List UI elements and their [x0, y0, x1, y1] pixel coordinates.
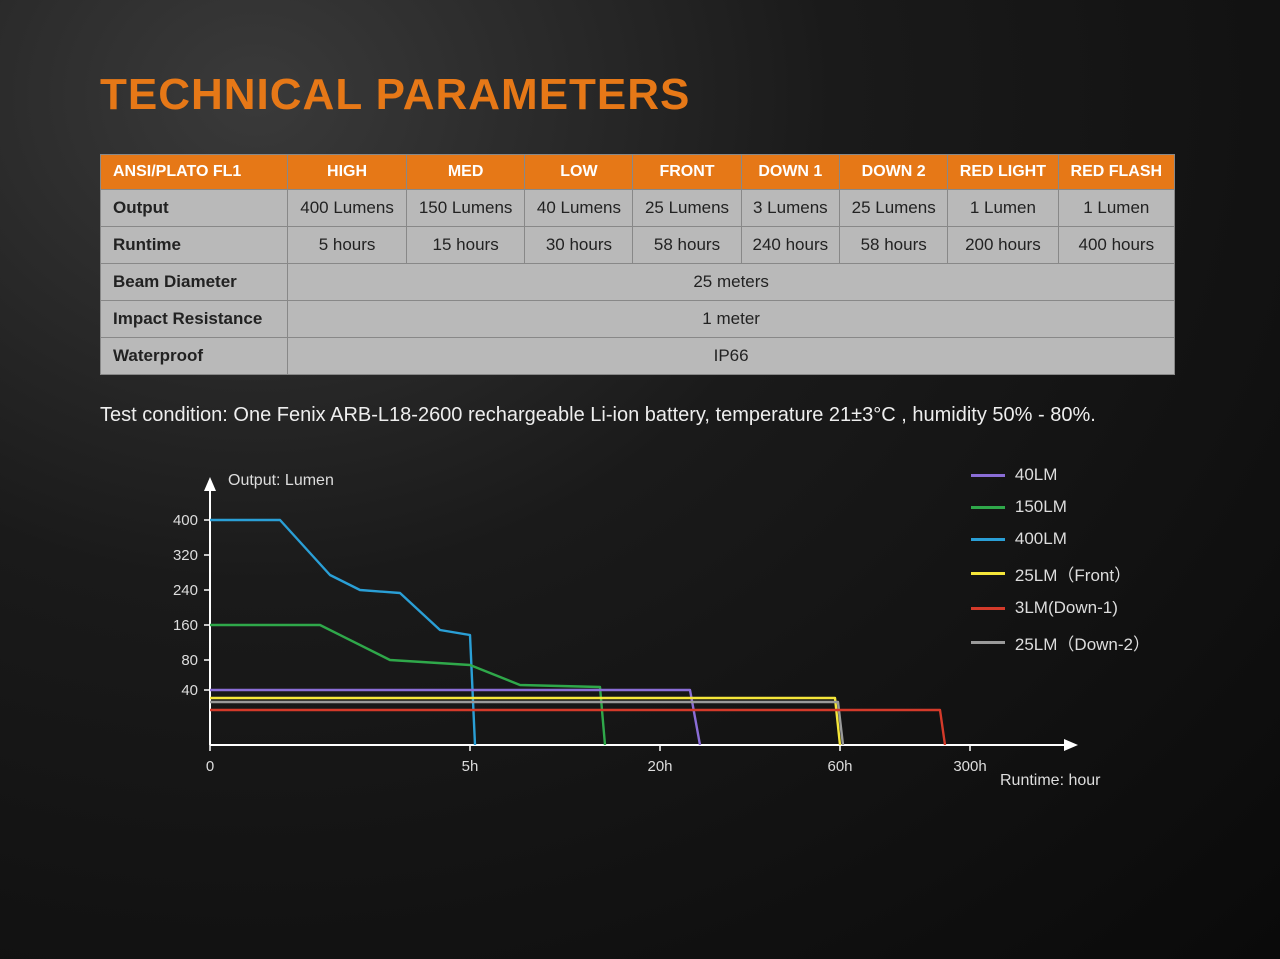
- legend-item: 400LM: [971, 529, 1150, 549]
- table-row-label: Impact Resistance: [101, 301, 288, 338]
- legend-swatch: [971, 641, 1005, 644]
- table-cell: 5 hours: [288, 227, 407, 264]
- table-cell: 40 Lumens: [525, 190, 633, 227]
- svg-text:0: 0: [206, 758, 214, 775]
- legend-label: 40LM: [1015, 465, 1058, 485]
- table-cell: 1 Lumen: [1058, 190, 1174, 227]
- table-col-0: HIGH: [288, 155, 407, 190]
- legend-swatch: [971, 506, 1005, 509]
- svg-text:40: 40: [181, 682, 198, 699]
- table-col-5: DOWN 2: [840, 155, 948, 190]
- legend-item: 150LM: [971, 497, 1150, 517]
- legend-item: 3LM(Down-1): [971, 598, 1150, 618]
- svg-text:Runtime: hour: Runtime: hour: [1000, 772, 1101, 789]
- svg-text:240: 240: [173, 582, 198, 599]
- legend-item: 40LM: [971, 465, 1150, 485]
- svg-text:60h: 60h: [827, 758, 852, 775]
- table-cell: 25 Lumens: [633, 190, 741, 227]
- test-condition-text: Test condition: One Fenix ARB-L18-2600 r…: [100, 397, 1100, 433]
- table-col-1: MED: [406, 155, 525, 190]
- legend-swatch: [971, 538, 1005, 541]
- table-cell-span: 25 meters: [288, 264, 1175, 301]
- table-col-4: DOWN 1: [741, 155, 840, 190]
- table-col-2: LOW: [525, 155, 633, 190]
- table-col-3: FRONT: [633, 155, 741, 190]
- legend-item: 25LM（Down-2）: [971, 630, 1150, 655]
- table-cell: 25 Lumens: [840, 190, 948, 227]
- specs-table: ANSI/PLATO FL1HIGHMEDLOWFRONTDOWN 1DOWN …: [100, 154, 1175, 375]
- table-cell: 58 hours: [633, 227, 741, 264]
- table-header-label: ANSI/PLATO FL1: [101, 155, 288, 190]
- table-cell: 3 Lumens: [741, 190, 840, 227]
- legend-swatch: [971, 474, 1005, 477]
- table-col-7: RED FLASH: [1058, 155, 1174, 190]
- svg-text:80: 80: [181, 652, 198, 669]
- svg-text:5h: 5h: [462, 758, 479, 775]
- table-cell: 400 Lumens: [288, 190, 407, 227]
- legend-swatch: [971, 572, 1005, 575]
- legend-label: 150LM: [1015, 497, 1067, 517]
- table-cell: 30 hours: [525, 227, 633, 264]
- table-cell-span: 1 meter: [288, 301, 1175, 338]
- table-row-label: Beam Diameter: [101, 264, 288, 301]
- table-row-label: Runtime: [101, 227, 288, 264]
- svg-text:20h: 20h: [647, 758, 672, 775]
- table-cell: 200 hours: [948, 227, 1058, 264]
- chart-legend: 40LM 150LM 400LM 25LM（Front） 3LM(Down-1) 25LM…: [971, 465, 1150, 667]
- table-col-6: RED LIGHT: [948, 155, 1058, 190]
- table-cell: 58 hours: [840, 227, 948, 264]
- legend-label: 3LM(Down-1): [1015, 598, 1118, 618]
- table-cell: 240 hours: [741, 227, 840, 264]
- table-cell: 150 Lumens: [406, 190, 525, 227]
- table-row-label: Output: [101, 190, 288, 227]
- svg-text:160: 160: [173, 617, 198, 634]
- page-title: TECHNICAL PARAMETERS: [100, 70, 1200, 120]
- table-cell: 1 Lumen: [948, 190, 1058, 227]
- svg-text:320: 320: [173, 547, 198, 564]
- legend-swatch: [971, 607, 1005, 610]
- legend-label: 25LM（Front）: [1015, 561, 1131, 586]
- legend-item: 25LM（Front）: [971, 561, 1150, 586]
- svg-text:400: 400: [173, 512, 198, 529]
- table-cell-span: IP66: [288, 338, 1175, 375]
- runtime-chart: Output: Lumen Runtime: hour 40 80 160 240 320 4…: [100, 465, 1180, 805]
- legend-label: 400LM: [1015, 529, 1067, 549]
- svg-text:300h: 300h: [953, 758, 986, 775]
- legend-label: 25LM（Down-2）: [1015, 630, 1150, 655]
- svg-text:Output: Lumen: Output: Lumen: [228, 472, 334, 489]
- table-row-label: Waterproof: [101, 338, 288, 375]
- table-cell: 15 hours: [406, 227, 525, 264]
- table-cell: 400 hours: [1058, 227, 1174, 264]
